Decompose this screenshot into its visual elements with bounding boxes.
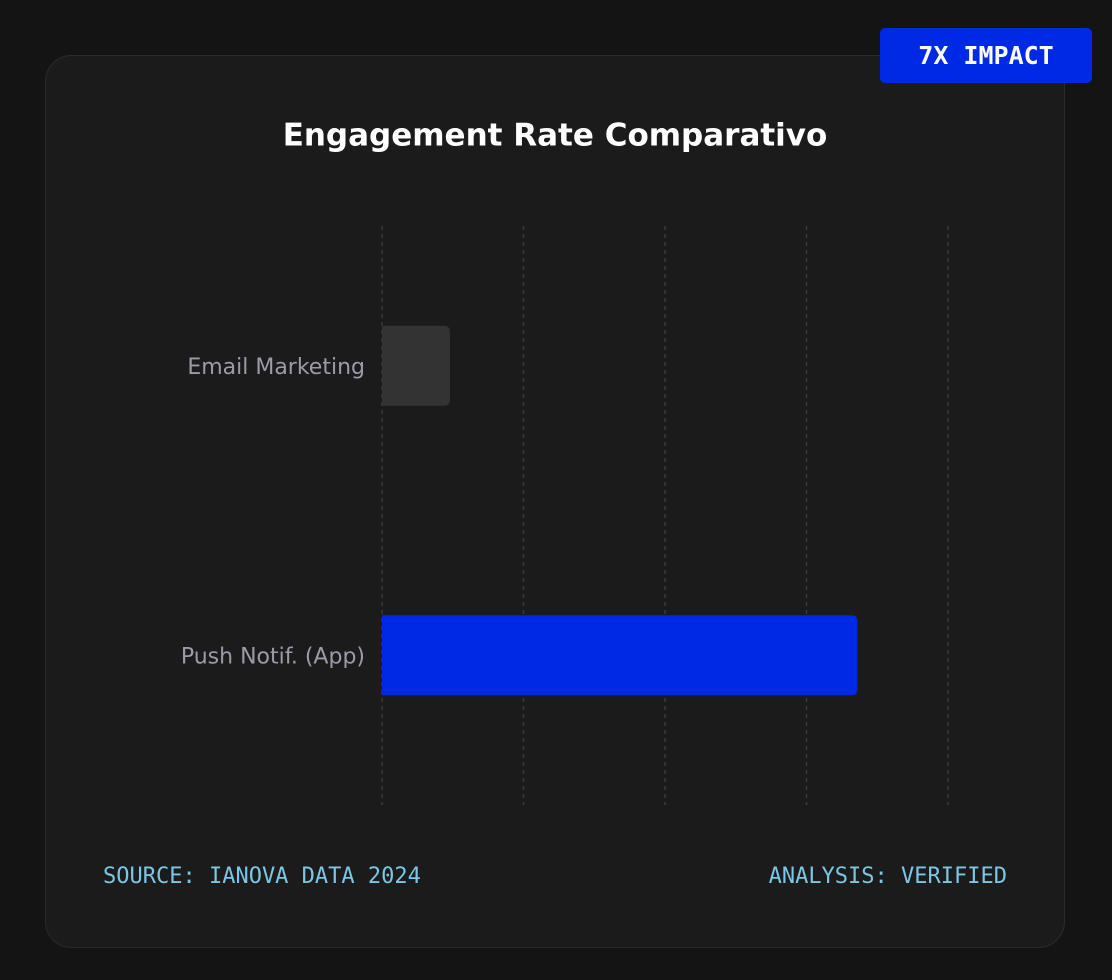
- category-label: Email Marketing: [187, 355, 365, 380]
- category-label: Push Notif. (App): [181, 644, 365, 669]
- bar: [382, 615, 858, 696]
- card: [45, 55, 1065, 948]
- footer-analysis: ANALYSIS: VERIFIED: [769, 864, 1007, 889]
- chart-title: Engagement Rate Comparativo: [283, 118, 828, 154]
- plot: Email Marketing Push Notif. (App): [181, 226, 949, 805]
- badge-text: 7X IMPACT: [918, 41, 1053, 70]
- footer-source: SOURCE: IANOVA DATA 2024: [103, 864, 421, 889]
- badge: [880, 28, 1092, 83]
- bar: [382, 325, 450, 406]
